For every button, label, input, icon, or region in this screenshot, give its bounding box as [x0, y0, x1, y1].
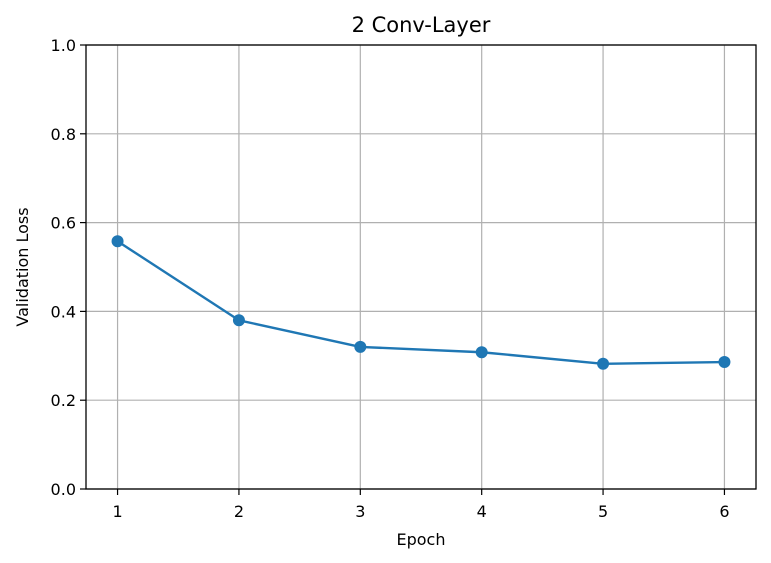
- y-tick-label: 0.2: [51, 391, 76, 410]
- y-axis-label: Validation Loss: [13, 207, 32, 326]
- x-tick-label: 2: [234, 502, 244, 521]
- y-tick-label: 1.0: [51, 36, 76, 55]
- series-layer: [111, 235, 731, 370]
- y-tick-label: 0.8: [51, 125, 76, 144]
- y-tick-label: 0.4: [51, 302, 76, 321]
- data-point: [111, 235, 124, 248]
- x-tick-label: 4: [477, 502, 487, 521]
- ticks: 1 2 3 4 5 6 0.0 0.2 0.4 0.6 0.8 1.0: [51, 36, 730, 521]
- data-point: [232, 314, 245, 327]
- y-tick-label: 0.6: [51, 214, 76, 233]
- series-line: [116, 240, 725, 365]
- data-point: [597, 357, 610, 370]
- data-point: [475, 346, 488, 359]
- data-point: [718, 356, 731, 369]
- x-axis-label: Epoch: [397, 530, 446, 549]
- x-tick-label: 6: [719, 502, 729, 521]
- data-point: [354, 340, 367, 353]
- y-tick-label: 0.0: [51, 480, 76, 499]
- x-tick-label: 3: [355, 502, 365, 521]
- chart-title: 2 Conv-Layer: [352, 13, 491, 37]
- x-tick-label: 1: [112, 502, 122, 521]
- x-tick-label: 5: [598, 502, 608, 521]
- plot-frame: [85, 44, 757, 490]
